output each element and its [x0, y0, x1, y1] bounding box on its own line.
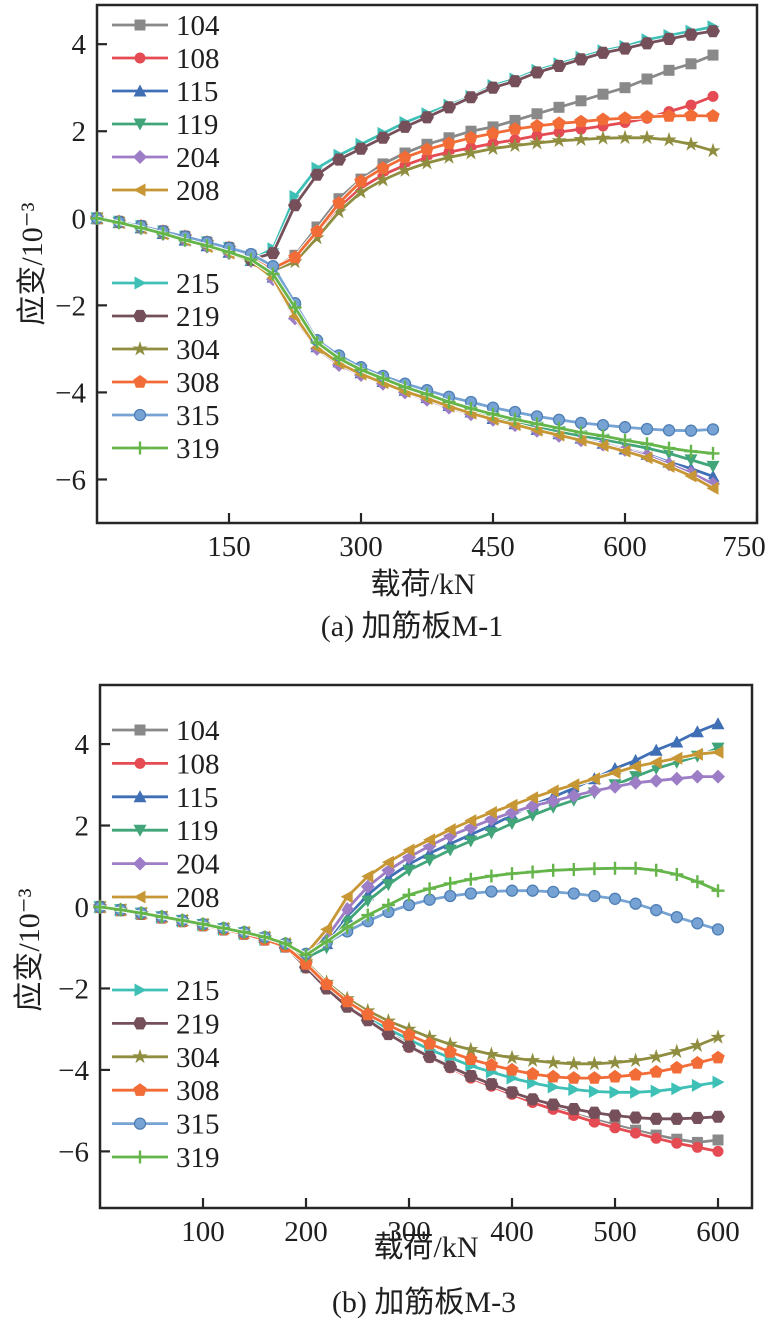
chart-b-x-axis-label: 载荷/kN	[373, 1231, 479, 1264]
svg-text:115: 115	[176, 782, 218, 814]
chart-b-y-axis-label: 应变/10⁻³	[13, 888, 46, 1012]
svg-text:−2: −2	[55, 290, 86, 322]
svg-text:−2: −2	[58, 973, 89, 1005]
svg-text:108: 108	[176, 748, 220, 780]
svg-text:304: 304	[176, 1042, 220, 1074]
svg-text:215: 215	[176, 268, 220, 300]
svg-text:300: 300	[339, 531, 383, 563]
svg-text:204: 204	[176, 849, 220, 881]
svg-text:319: 319	[176, 1142, 220, 1174]
svg-text:500: 500	[593, 1216, 637, 1248]
svg-text:400: 400	[490, 1216, 534, 1248]
chart-a-y-axis-label: 应变/10⁻³	[16, 202, 49, 326]
svg-text:315: 315	[176, 1109, 220, 1141]
svg-text:119: 119	[176, 109, 218, 141]
chart-a-caption: (a) 加筋板M-1	[320, 610, 504, 643]
svg-text:4: 4	[72, 29, 87, 61]
chart-b-canvas: 100 200 300 400 500 600420−2−4−61041081151192…	[58, 683, 754, 1248]
svg-text:0: 0	[72, 203, 87, 235]
svg-text:450: 450	[471, 531, 515, 563]
chart-a-x-axis-label: 载荷/kN	[370, 568, 476, 601]
svg-text:219: 219	[176, 1008, 220, 1040]
svg-text:119: 119	[176, 815, 218, 847]
svg-text:100: 100	[181, 1216, 225, 1248]
svg-text:208: 208	[176, 882, 220, 914]
svg-text:104: 104	[176, 715, 220, 747]
svg-text:150: 150	[207, 531, 251, 563]
svg-text:104: 104	[176, 10, 220, 42]
svg-text:304: 304	[176, 334, 220, 366]
chart-a-canvas: 150 300 450 600 750420−2−4−61041081151192042…	[55, 3, 766, 563]
chart-b-caption: (b) 加筋板M-3	[331, 1286, 517, 1319]
svg-text:−6: −6	[58, 1136, 89, 1168]
svg-text:4: 4	[75, 729, 90, 761]
svg-text:204: 204	[176, 142, 220, 174]
svg-text:115: 115	[176, 76, 218, 108]
svg-text:108: 108	[176, 43, 220, 75]
svg-text:219: 219	[176, 301, 220, 333]
svg-text:−4: −4	[55, 377, 86, 409]
svg-text:−6: −6	[55, 464, 86, 496]
svg-text:300: 300	[387, 1216, 431, 1248]
svg-text:−4: −4	[58, 1055, 89, 1087]
svg-text:2: 2	[75, 811, 90, 843]
svg-text:2: 2	[72, 116, 87, 148]
svg-text:600: 600	[696, 1216, 740, 1248]
svg-text:750: 750	[722, 531, 766, 563]
svg-text:308: 308	[176, 1075, 220, 1107]
svg-text:315: 315	[176, 400, 220, 432]
svg-text:319: 319	[176, 433, 220, 465]
svg-text:208: 208	[176, 175, 220, 207]
svg-text:600: 600	[603, 531, 647, 563]
svg-text:200: 200	[284, 1216, 328, 1248]
svg-text:308: 308	[176, 367, 220, 399]
svg-text:0: 0	[75, 892, 90, 924]
svg-text:215: 215	[176, 975, 220, 1007]
